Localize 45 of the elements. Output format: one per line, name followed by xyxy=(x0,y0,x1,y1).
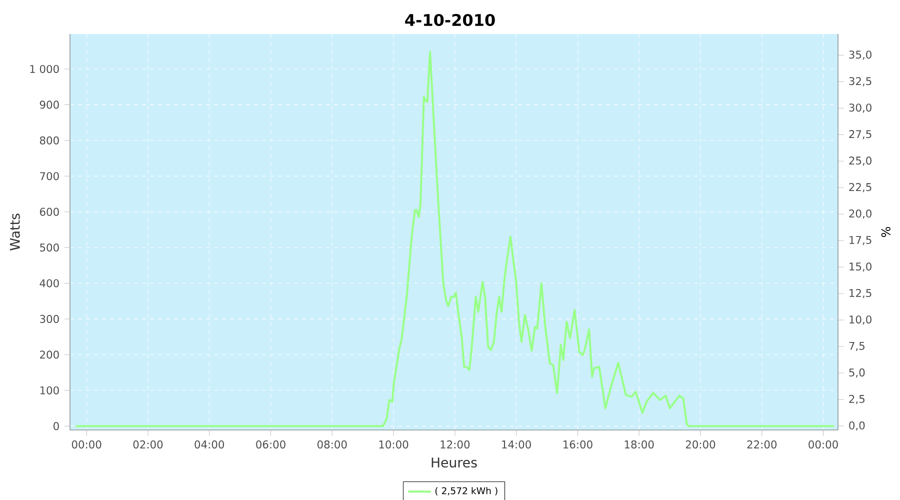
x-tick-label: 06:00 xyxy=(256,440,286,448)
y-tick-label: 0 xyxy=(54,422,59,430)
y2-tick-label: 7,5 xyxy=(849,342,864,352)
y2-tick-label: 10,0 xyxy=(850,315,872,325)
x-tick-label: 12:00 xyxy=(440,440,470,448)
x-tick-label: 22:00 xyxy=(747,440,777,448)
line-series xyxy=(74,50,836,428)
y2-tick-label: 15,0 xyxy=(850,262,872,272)
y2-tick-label: 17,5 xyxy=(850,236,872,246)
y2-tick-label: 25,0 xyxy=(849,156,872,166)
y2-axis-title: % xyxy=(881,226,890,238)
x-tick-label: 08:00 xyxy=(317,440,347,448)
y-tick-label: 400 xyxy=(40,279,59,288)
y2-tick-label: 22,5 xyxy=(849,183,872,192)
y2-tick-label: 12,5 xyxy=(850,288,872,298)
y2-tick-label: 20,0 xyxy=(849,210,872,219)
y2-tick-label: 30,0 xyxy=(849,104,872,113)
x-tick-label: 02:00 xyxy=(133,440,163,448)
x-axis-title: Heures xyxy=(432,458,477,468)
y-tick-label: 100 xyxy=(40,386,59,394)
x-tick-label: 20:00 xyxy=(686,440,716,448)
y-axis-title: Watts xyxy=(10,214,20,251)
chart-title: 4-10-2010 xyxy=(405,14,495,26)
y-tick-label: 500 xyxy=(40,243,59,252)
x-tick-label: 04:00 xyxy=(194,440,224,448)
y-tick-label: 600 xyxy=(40,208,59,216)
x-tick-label: 00:00 xyxy=(808,440,838,448)
y-tick-label: 900 xyxy=(40,100,59,109)
y-tick-label: 800 xyxy=(40,136,59,144)
y2-tick-label: 5,0 xyxy=(849,368,865,378)
y-tick-label: 200 xyxy=(40,350,59,359)
x-tick-label: 14:00 xyxy=(502,440,531,448)
y2-tick-label: 35,0 xyxy=(849,50,872,60)
y2-tick-label: 0,0 xyxy=(849,421,865,431)
y-tick-label: 1 000 xyxy=(30,64,59,74)
x-tick-label: 00:00 xyxy=(72,440,102,448)
y2-tick-label: 32,5 xyxy=(849,77,872,86)
y-tick-label: 700 xyxy=(40,172,59,180)
y2-tick-label: 2,5 xyxy=(849,394,864,404)
x-tick-label: 16:00 xyxy=(564,440,592,448)
legend-label: ( 2,572 kWh ) xyxy=(435,487,498,496)
x-tick-label: 18:00 xyxy=(624,440,654,448)
y2-tick-label: 27,5 xyxy=(849,130,872,140)
x-tick-label: 10:00 xyxy=(379,440,408,448)
y-tick-label: 300 xyxy=(40,314,59,323)
